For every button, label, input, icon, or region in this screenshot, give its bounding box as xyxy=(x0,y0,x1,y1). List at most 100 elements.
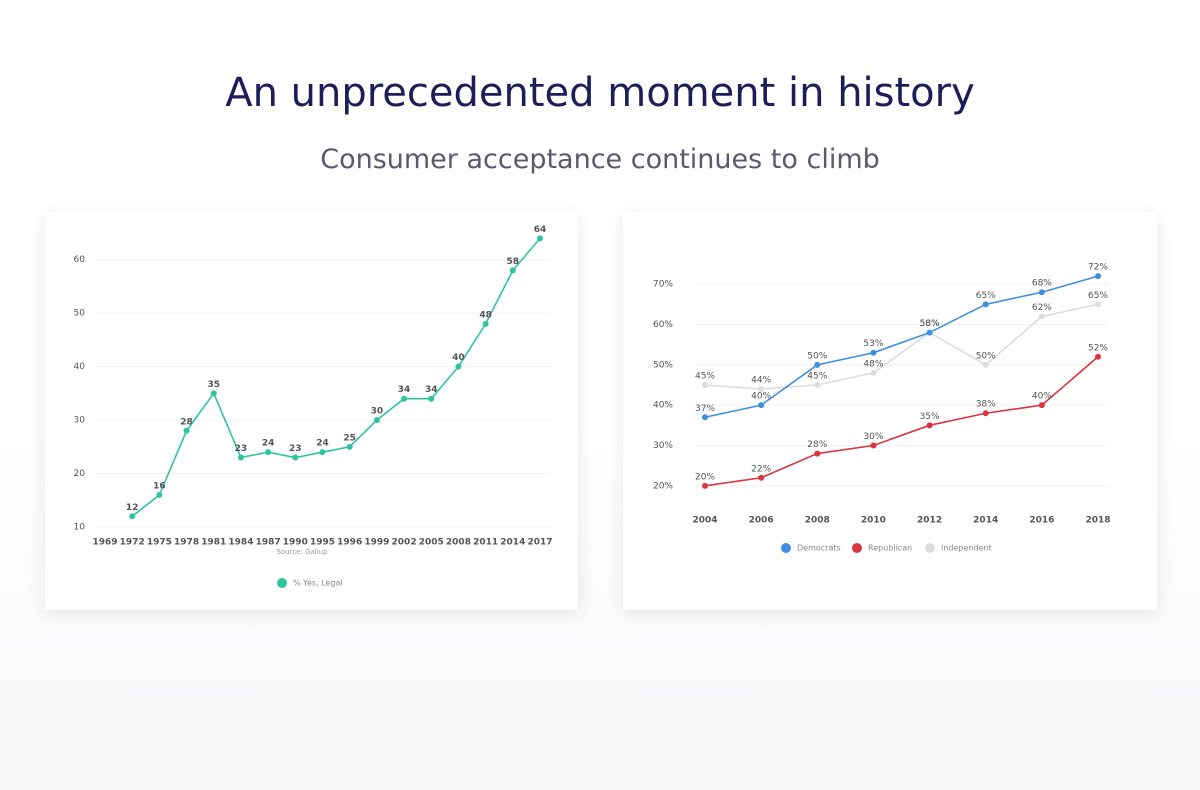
data-label: 16 xyxy=(153,481,166,491)
data-label: 50% xyxy=(807,351,827,361)
data-label: 64 xyxy=(534,225,547,235)
data-label: 28% xyxy=(807,440,827,450)
data-point xyxy=(183,427,190,434)
x-tick-label: 2008 xyxy=(805,516,830,526)
data-label: 12 xyxy=(126,503,139,513)
data-point xyxy=(758,402,765,409)
data-point xyxy=(702,382,708,388)
data-label: 44% xyxy=(751,376,771,386)
legend-marker xyxy=(781,543,791,553)
series-line xyxy=(704,275,1099,419)
data-label: 58% xyxy=(920,319,940,329)
y-tick-label: 50% xyxy=(653,360,673,370)
data-point xyxy=(1038,402,1045,409)
x-tick-label: 2010 xyxy=(861,516,886,526)
x-tick-label: 2005 xyxy=(419,538,444,548)
y-tick-label: 60 xyxy=(74,255,86,265)
data-point xyxy=(292,454,299,461)
x-tick-label: 2006 xyxy=(749,516,774,526)
x-tick-label: 2014 xyxy=(500,538,525,548)
data-point xyxy=(482,320,489,327)
data-point xyxy=(702,482,708,489)
data-point xyxy=(1038,313,1045,320)
legend-marker xyxy=(852,543,862,553)
x-tick-label: 1975 xyxy=(147,538,172,548)
data-point xyxy=(537,235,543,242)
x-tick-label: 1978 xyxy=(174,538,199,548)
y-tick-label: 70% xyxy=(653,280,673,290)
source-note: Source: Gallup xyxy=(276,548,328,556)
legend-marker xyxy=(277,578,287,588)
x-tick-label: 2018 xyxy=(1085,516,1110,526)
chart-card: 10 20 30 40 50 60 1969 1972 1975 1978 1981 1984 1987… xyxy=(45,212,578,610)
data-point xyxy=(758,474,765,481)
series-line xyxy=(704,356,1099,487)
data-label: 28 xyxy=(180,417,193,427)
data-label: 37% xyxy=(695,404,715,414)
data-point xyxy=(758,386,765,393)
data-label: 58 xyxy=(507,257,520,267)
x-tick-label: 1990 xyxy=(283,538,308,548)
legend-marker xyxy=(925,543,935,553)
x-tick-label: 1969 xyxy=(92,538,117,548)
data-point xyxy=(926,329,933,336)
data-label: 38% xyxy=(976,400,996,410)
data-label: 40 xyxy=(452,353,465,363)
data-point xyxy=(1095,273,1101,280)
data-label: 40% xyxy=(751,392,771,402)
data-label: 23 xyxy=(289,444,302,454)
x-tick-label: 2014 xyxy=(973,516,998,526)
data-point xyxy=(373,417,380,424)
data-point xyxy=(814,382,821,388)
data-point xyxy=(455,363,462,370)
data-point xyxy=(982,410,989,417)
y-tick-label: 40 xyxy=(74,362,86,372)
data-point xyxy=(509,267,516,274)
data-point xyxy=(814,361,821,368)
data-point xyxy=(1038,289,1045,296)
data-point xyxy=(129,513,136,520)
data-label: 58% xyxy=(920,319,940,329)
data-label: 65% xyxy=(1088,291,1108,301)
data-label: 45% xyxy=(695,372,715,382)
y-tick-label: 30% xyxy=(653,441,673,451)
x-tick-label: 2011 xyxy=(473,538,498,548)
page-subtitle: Consumer acceptance continues to climb xyxy=(320,144,880,175)
x-tick-label: 1999 xyxy=(364,538,389,548)
x-tick-label: 1996 xyxy=(337,538,362,548)
data-label: 20% xyxy=(695,472,715,482)
y-tick-label: 10 xyxy=(74,523,86,533)
legend-label: % Yes, Legal xyxy=(293,579,343,588)
data-label: 34 xyxy=(398,385,411,395)
data-point xyxy=(265,449,272,456)
data-label: 30 xyxy=(371,407,384,417)
data-label: 34 xyxy=(425,385,438,395)
data-point xyxy=(346,443,353,450)
data-label: 52% xyxy=(1088,343,1108,353)
data-label: 68% xyxy=(1032,279,1052,289)
legend-label: Republican xyxy=(868,544,912,553)
series-line xyxy=(131,237,541,517)
x-tick-label: 1987 xyxy=(256,538,281,548)
data-label: 30% xyxy=(863,432,883,442)
data-label: 45% xyxy=(807,372,827,382)
data-point xyxy=(702,414,708,421)
data-label: 62% xyxy=(1032,303,1052,313)
x-tick-label: 2017 xyxy=(527,538,552,548)
legend-label: Democrats xyxy=(797,544,841,553)
x-tick-label: 1984 xyxy=(228,538,253,548)
data-label: 25 xyxy=(343,433,356,443)
data-point xyxy=(237,454,244,461)
data-label: 48% xyxy=(863,359,883,369)
data-label: 40% xyxy=(1032,392,1052,402)
data-point xyxy=(926,422,933,429)
x-tick-label: 2004 xyxy=(692,516,717,526)
data-label: 48 xyxy=(479,310,492,320)
data-point xyxy=(814,450,821,457)
data-point xyxy=(401,395,408,402)
data-point xyxy=(1095,301,1101,308)
legend-label: Independent xyxy=(941,544,992,553)
x-tick-label: 1981 xyxy=(201,538,226,548)
data-point xyxy=(1095,353,1101,360)
